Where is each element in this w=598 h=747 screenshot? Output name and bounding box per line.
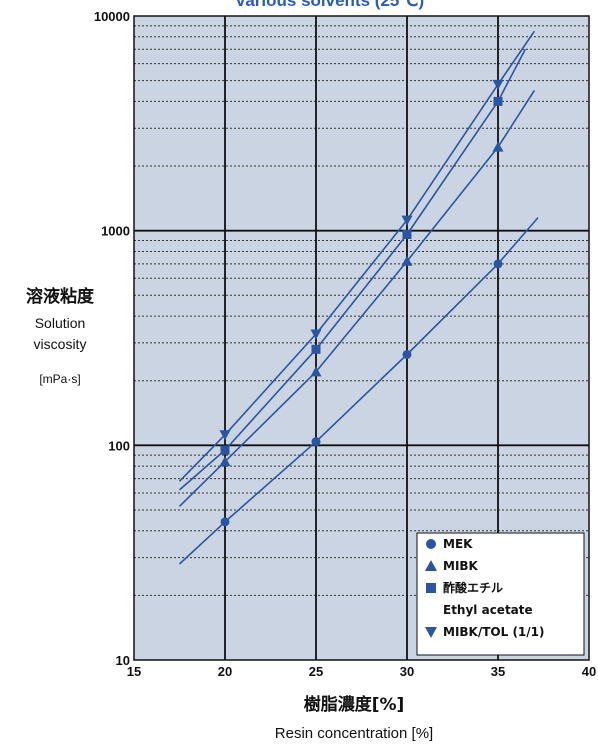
y-tick-label: 10000 (94, 9, 130, 24)
tick-labels: 15 20 25 30 35 40 10 100 1000 10000 (94, 9, 596, 679)
data-point-square (493, 96, 503, 106)
legend-entry: 酢酸エチル (443, 580, 503, 595)
y-axis-label-en-1: Solution (35, 315, 86, 331)
legend-marker-circle (426, 539, 436, 549)
x-axis-label-jp: 樹脂濃度[%] (304, 694, 405, 715)
legend-marker-triangle-up (425, 560, 437, 571)
x-axis-label-en: Resin concentration [%] (275, 725, 433, 742)
data-point-circle (493, 259, 503, 269)
data-point-circle (220, 517, 230, 527)
y-tick-label: 100 (108, 438, 130, 453)
x-tick-label: 25 (309, 664, 323, 679)
data-point-circle (402, 349, 412, 359)
series-line-circle (178, 217, 539, 565)
legend: MEK MIBK 酢酸エチル Ethyl acetate MIBK/TOL (1/1) (416, 532, 585, 656)
legend-marker-square (426, 583, 436, 593)
y-axis-unit: [mPa·s] (39, 372, 80, 386)
y-tick-label: 10 (116, 653, 130, 668)
data-point-square (402, 229, 412, 239)
data-point-circle (311, 437, 321, 447)
legend-entry: MIBK/TOL (1/1) (443, 625, 545, 639)
data-point-triangle-up (219, 456, 231, 467)
x-tick-label: 20 (218, 664, 232, 679)
x-tick-label: 15 (127, 664, 141, 679)
data-point-square (311, 344, 321, 354)
series-line-triangle-up (178, 89, 536, 507)
x-tick-label: 40 (582, 664, 596, 679)
data-point-square (220, 445, 230, 455)
y-axis-label-jp: 溶液粘度 (26, 286, 95, 307)
x-tick-label: 35 (491, 664, 505, 679)
y-tick-label: 1000 (101, 224, 130, 239)
data-point-triangle-up (492, 141, 504, 152)
data-point-triangle-up (310, 366, 322, 377)
legend-marker-triangle-down (425, 627, 437, 638)
data-point-triangle-down (492, 79, 504, 90)
series-line-square (178, 48, 527, 491)
series-line-triangle-down (178, 30, 536, 482)
data-point-triangle-down (219, 430, 231, 441)
legend-box (416, 532, 585, 656)
legend-entry: Ethyl acetate (443, 603, 533, 617)
plot-border (133, 15, 590, 661)
chart-title: various solvents (25℃) (236, 0, 424, 10)
data-point-triangle-up (401, 255, 413, 266)
data-point-triangle-down (401, 215, 413, 226)
series-group (178, 30, 539, 565)
legend-entry: MIBK (443, 559, 479, 573)
data-point-triangle-down (310, 329, 322, 340)
x-tick-label: 30 (400, 664, 414, 679)
legend-entry: MEK (443, 537, 473, 551)
y-axis-label-en-2: viscosity (34, 336, 87, 352)
